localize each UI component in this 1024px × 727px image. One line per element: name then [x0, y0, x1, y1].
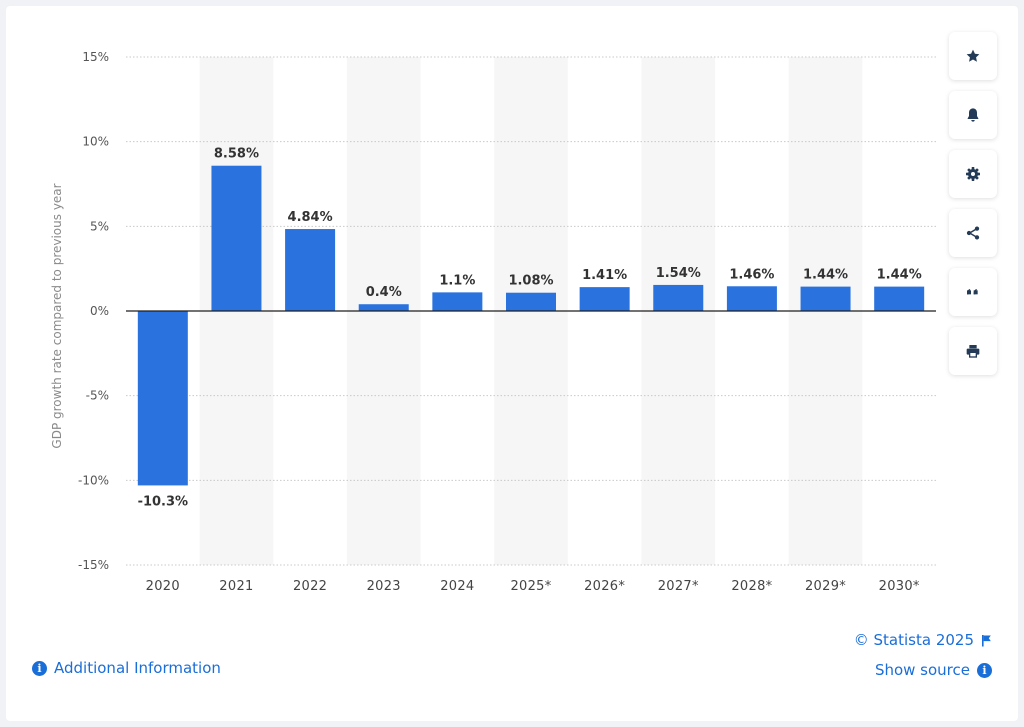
x-tick-label: 2020: [146, 579, 180, 594]
data-labels: -10.3% 8.58% 4.84% 0.4% 1.1% 1.08% 1.41% 1.54% 1…: [138, 147, 922, 510]
x-tick-label: 2021: [219, 579, 253, 594]
bar: [432, 292, 483, 311]
additional-information-text: Additional Information: [54, 659, 221, 677]
y-axis-title: GDP growth rate compared to previous yea…: [50, 183, 64, 448]
favorite-button[interactable]: [949, 32, 997, 80]
notification-button[interactable]: [949, 91, 997, 139]
gear-icon: [966, 167, 980, 181]
x-tick-label: 2028*: [731, 579, 772, 594]
x-tick-label: 2024: [440, 579, 474, 594]
show-source-link[interactable]: Show source i: [875, 661, 992, 679]
bar: [211, 165, 262, 311]
data-label: 1.44%: [803, 268, 848, 283]
bar: [285, 229, 336, 311]
settings-button[interactable]: [949, 150, 997, 198]
bar: [358, 304, 409, 311]
y-tick-label: 0%: [90, 304, 109, 318]
show-source-text: Show source: [874, 661, 970, 679]
y-tick-label: 10%: [82, 135, 109, 149]
chart-card: 15% 10% 5% 0% -5% -10% -15% -10.3% 8.58% 4.84% 0.…: [6, 6, 1018, 721]
data-label: 1.41%: [582, 268, 627, 283]
print-button[interactable]: [949, 327, 997, 375]
data-label: 8.58%: [214, 147, 259, 162]
y-tick-label: -10%: [78, 473, 109, 487]
bar: [874, 286, 925, 311]
x-tick-label: 2027*: [658, 579, 699, 594]
x-tick-label: 2022: [293, 579, 327, 594]
bar: [579, 287, 630, 311]
data-label: -10.3%: [138, 494, 189, 509]
additional-information-link[interactable]: i Additional Information: [32, 659, 221, 677]
copyright-text: © Statista 2025: [853, 631, 974, 649]
cite-button[interactable]: [949, 268, 997, 316]
info-icon: i: [32, 660, 47, 676]
data-label: 0.4%: [366, 285, 402, 300]
x-tick-label: 2030*: [879, 579, 920, 594]
y-tick-label: 5%: [90, 219, 109, 233]
info-icon: i: [977, 662, 992, 678]
data-label: 4.84%: [288, 210, 333, 225]
bar-chart: 15% 10% 5% 0% -5% -10% -15% -10.3% 8.58% 4.84% 0.…: [50, 50, 936, 594]
bar: [653, 284, 704, 311]
x-tick-label: 2026*: [584, 579, 625, 594]
printer-icon: [966, 345, 980, 358]
share-button[interactable]: [949, 209, 997, 257]
y-axis-ticks: 15% 10% 5% 0% -5% -10% -15%: [78, 50, 109, 572]
x-tick-label: 2023: [367, 579, 401, 594]
x-tick-label: 2029*: [805, 579, 846, 594]
flag-icon: [982, 634, 991, 646]
data-label: 1.44%: [877, 268, 922, 283]
copyright-link[interactable]: © Statista 2025: [854, 631, 992, 649]
share-icon: [966, 226, 980, 240]
data-label: 1.1%: [439, 273, 475, 288]
bar: [800, 286, 851, 311]
x-tick-label: 2025*: [510, 579, 551, 594]
bell-icon: [967, 108, 979, 122]
star-icon: [966, 49, 980, 62]
bar: [506, 292, 556, 311]
bar: [726, 286, 777, 311]
y-tick-label: -15%: [78, 558, 109, 572]
y-tick-label: 15%: [82, 50, 109, 64]
y-tick-label: -5%: [86, 389, 109, 403]
quote-icon: [967, 289, 978, 295]
bars: [137, 165, 925, 486]
data-label: 1.08%: [508, 274, 553, 289]
data-label: 1.54%: [656, 266, 701, 281]
data-label: 1.46%: [729, 267, 774, 282]
bar: [137, 311, 188, 486]
x-axis-labels: 2020 2021 2022 2023 2024 2025* 2026* 2027* 2028*…: [146, 579, 920, 594]
